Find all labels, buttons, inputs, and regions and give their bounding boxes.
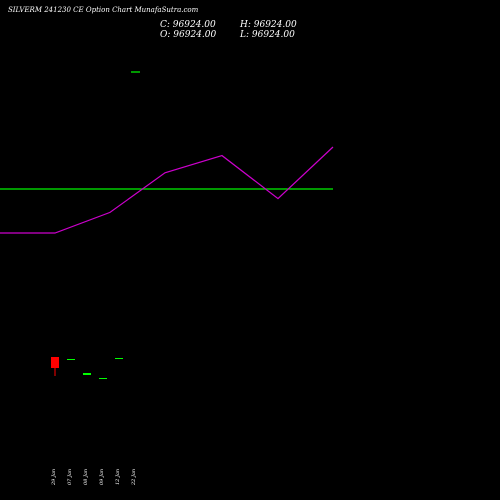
candle-body [51,357,59,368]
close-value: C: 96924.00 [160,20,216,30]
x-tick-label: 29 Jan [51,469,57,486]
candle-body [99,378,107,379]
x-tick-label: 09 Jan [99,469,105,485]
low-value: L: 96924.00 [240,30,295,40]
x-tick-label: 12 Jan [115,469,121,485]
x-tick-label: 07 Jan [67,469,73,485]
open-value: O: 96924.00 [160,30,217,40]
x-tick-label: 22 Jan [131,469,137,486]
candle-body [67,359,75,360]
indicator-line [0,146,334,234]
high-value: H: 96924.00 [240,20,297,30]
x-tick-label: 08 Jan [83,469,89,485]
chart-title: SILVERM 241230 CE Option Chart MunafaSut… [8,6,199,14]
candle-body [83,373,91,375]
candle-body [115,358,123,359]
